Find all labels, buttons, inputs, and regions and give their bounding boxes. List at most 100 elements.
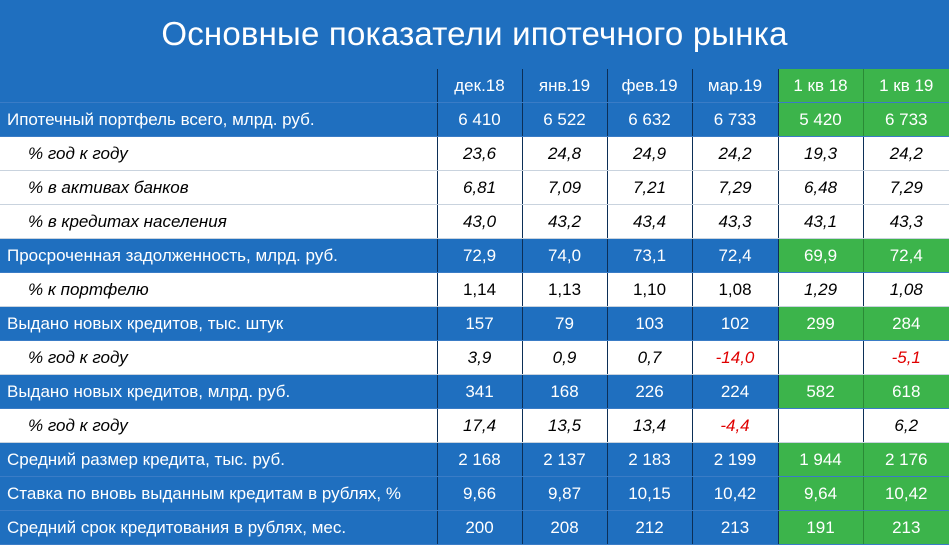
table-cell: 299 [778, 306, 864, 341]
table-cell: 102 [692, 306, 779, 341]
table-cell: 19,3 [778, 136, 864, 171]
table-row: Выдано новых кредитов, тыс. штук 157 79 103… [0, 306, 949, 341]
table-cell: 2 176 [863, 442, 949, 477]
table-cell: 1,10 [607, 272, 693, 307]
table-cell: 72,4 [692, 238, 779, 273]
row-label: % к портфелю [0, 272, 438, 307]
row-label: % в активах банков [0, 170, 438, 205]
table-row: Выдано новых кредитов, млрд. руб. 341 168 2… [0, 374, 949, 409]
table-cell: 3,9 [437, 340, 523, 375]
table-cell: 13,4 [607, 408, 693, 443]
table-subrow: % год к году 3,9 0,9 0,7 -14,0 -5,1 [0, 340, 949, 375]
table-row: Ипотечный портфель всего, млрд. руб. 6 41… [0, 102, 949, 137]
table-cell: 341 [437, 374, 523, 409]
table-cell: 208 [522, 510, 608, 545]
table-cell: 2 199 [692, 442, 779, 477]
table-subrow: % в кредитах населения 43,0 43,2 43,4 43,3 43… [0, 204, 949, 239]
table-cell: 72,4 [863, 238, 949, 273]
table-cell: 6 733 [863, 102, 949, 137]
table-subrow: % к портфелю 1,14 1,13 1,10 1,08 1,29 1,08 [0, 272, 949, 307]
mortgage-indicators-table: дек.18 янв.19 фев.19 мар.19 1 кв 18 1 кв… [0, 69, 949, 545]
table-cell: 0,9 [522, 340, 608, 375]
table-cell: 7,09 [522, 170, 608, 205]
table-cell: 226 [607, 374, 693, 409]
table-cell: 7,29 [692, 170, 779, 205]
table-cell: 212 [607, 510, 693, 545]
table-cell: 9,64 [778, 476, 864, 511]
table-cell: 69,9 [778, 238, 864, 273]
table-cell: 6,81 [437, 170, 523, 205]
table-cell: 10,42 [692, 476, 779, 511]
page-title: Основные показатели ипотечного рынка [161, 15, 788, 52]
table-cell: 7,21 [607, 170, 693, 205]
table-cell: 6 410 [437, 102, 523, 137]
row-label: Просроченная задолженность, млрд. руб. [0, 238, 438, 273]
table-cell: 5 420 [778, 102, 864, 137]
table-cell: 43,0 [437, 204, 523, 239]
table-cell: 43,2 [522, 204, 608, 239]
row-label: Выдано новых кредитов, тыс. штук [0, 306, 438, 341]
table-subrow: % год к году 17,4 13,5 13,4 -4,4 6,2 [0, 408, 949, 443]
row-label: Ипотечный портфель всего, млрд. руб. [0, 102, 438, 137]
table-cell: -5,1 [863, 340, 949, 375]
table-cell: 74,0 [522, 238, 608, 273]
table-cell [778, 408, 864, 443]
row-label: % год к году [0, 408, 438, 443]
table-cell: 157 [437, 306, 523, 341]
table-cell: 1,13 [522, 272, 608, 307]
table-cell: 73,1 [607, 238, 693, 273]
table-header-row: дек.18 янв.19 фев.19 мар.19 1 кв 18 1 кв… [0, 69, 949, 103]
table-cell: -4,4 [692, 408, 779, 443]
table-cell: 6 632 [607, 102, 693, 137]
row-label: Средний размер кредита, тыс. руб. [0, 442, 438, 477]
table-cell: 213 [692, 510, 779, 545]
table-cell: 13,5 [522, 408, 608, 443]
table-cell: 284 [863, 306, 949, 341]
table-cell [778, 340, 864, 375]
table-cell: 6,2 [863, 408, 949, 443]
table-cell: 103 [607, 306, 693, 341]
table-cell: 6 733 [692, 102, 779, 137]
table-cell: 191 [778, 510, 864, 545]
row-label: Выдано новых кредитов, млрд. руб. [0, 374, 438, 409]
table-row: Средний размер кредита, тыс. руб. 2 168 2 … [0, 442, 949, 477]
row-label: % год к году [0, 136, 438, 171]
table-cell: 43,3 [692, 204, 779, 239]
table-cell: 24,2 [692, 136, 779, 171]
column-header: 1 кв 18 [778, 69, 864, 103]
column-header: мар.19 [692, 69, 779, 103]
table-cell: 7,29 [863, 170, 949, 205]
column-header: янв.19 [522, 69, 608, 103]
column-header: фев.19 [607, 69, 693, 103]
table-cell: 0,7 [607, 340, 693, 375]
header-label-cell [0, 69, 438, 103]
table-cell: 43,3 [863, 204, 949, 239]
table-cell: 79 [522, 306, 608, 341]
table-cell: 10,42 [863, 476, 949, 511]
table-cell: 1 944 [778, 442, 864, 477]
table-cell: 1,29 [778, 272, 864, 307]
row-label: % год к году [0, 340, 438, 375]
table-row: Средний срок кредитования в рублях, мес.… [0, 510, 949, 545]
column-header: дек.18 [437, 69, 523, 103]
row-label: Средний срок кредитования в рублях, мес. [0, 510, 438, 545]
table-cell: 6,48 [778, 170, 864, 205]
row-label: Ставка по вновь выданным кредитам в рубл… [0, 476, 438, 511]
table-cell: 582 [778, 374, 864, 409]
table-cell: 168 [522, 374, 608, 409]
table-cell: 9,87 [522, 476, 608, 511]
table-cell: 2 183 [607, 442, 693, 477]
table-cell: 72,9 [437, 238, 523, 273]
table-cell: 1,14 [437, 272, 523, 307]
table-row: Ставка по вновь выданным кредитам в рубл… [0, 476, 949, 511]
table-cell: 6 522 [522, 102, 608, 137]
table-cell: 2 137 [522, 442, 608, 477]
table-cell: 618 [863, 374, 949, 409]
table-cell: 9,66 [437, 476, 523, 511]
table-cell: 24,9 [607, 136, 693, 171]
table-subrow: % год к году 23,6 24,8 24,9 24,2 19,3 24,2 [0, 136, 949, 171]
table-cell: 43,1 [778, 204, 864, 239]
table-row: Просроченная задолженность, млрд. руб. 72… [0, 238, 949, 273]
row-label: % в кредитах населения [0, 204, 438, 239]
table-cell: 200 [437, 510, 523, 545]
